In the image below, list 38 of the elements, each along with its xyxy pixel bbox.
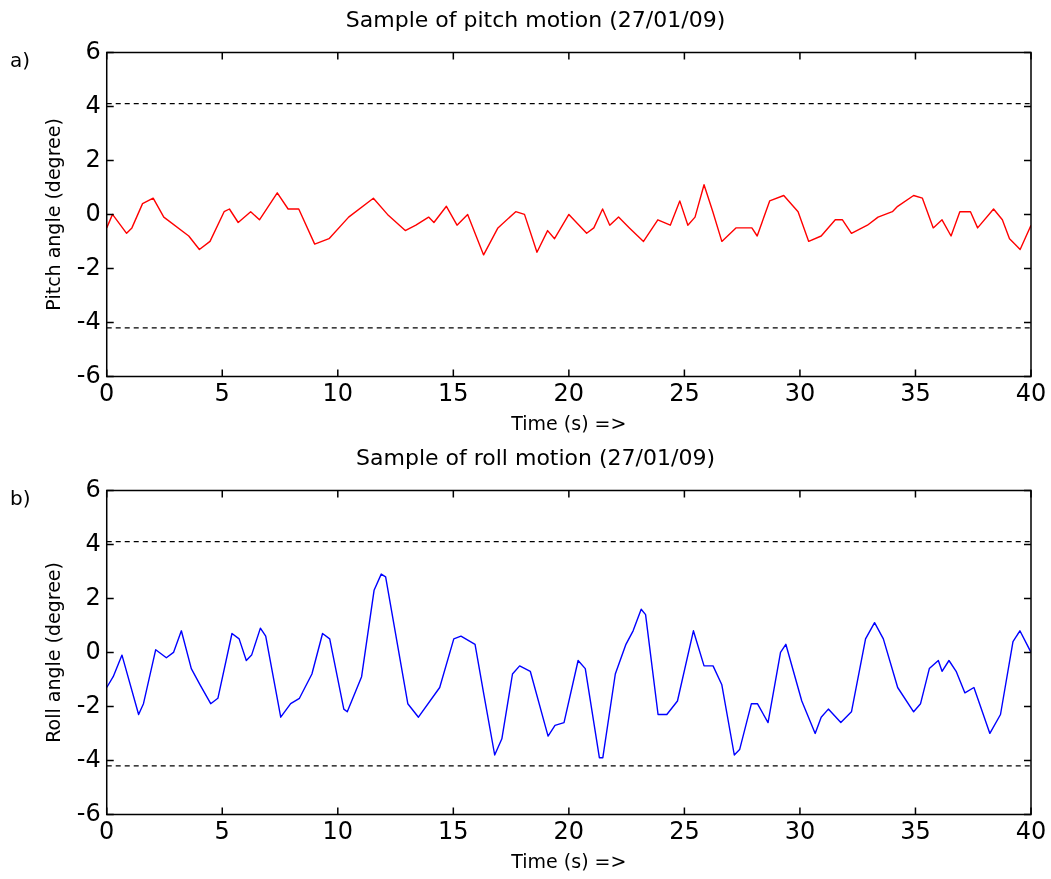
x-tick-label: 40 (1015, 379, 1047, 408)
y-tick-label: 0 (85, 198, 101, 227)
y-tick-label: 6 (85, 474, 101, 503)
x-tick-label: 40 (1015, 817, 1047, 846)
x-tick-label: 10 (322, 817, 354, 846)
y-tick-label: -4 (76, 306, 101, 335)
x-tick-label: 25 (669, 379, 700, 408)
y-tick-label: 0 (85, 636, 101, 665)
x-tick-label: 35 (900, 817, 931, 846)
y-tick-label: 2 (85, 582, 101, 611)
x-tick-label: 30 (784, 817, 816, 846)
y-axis-title: Roll angle (degree) (42, 562, 65, 743)
x-tick-label: 15 (438, 817, 469, 846)
chart-title: Sample of pitch motion (27/01/09) (345, 6, 726, 32)
y-tick-label: -6 (76, 360, 101, 389)
x-tick-label: 35 (900, 379, 931, 408)
chart-title: Sample of roll motion (27/01/09) (356, 444, 715, 470)
y-tick-label: -4 (76, 744, 101, 773)
y-tick-label: -6 (76, 798, 101, 827)
text: a) (10, 48, 31, 73)
y-tick-label: 4 (85, 90, 101, 119)
x-tick-label: 5 (214, 379, 230, 408)
x-tick-label: 20 (553, 817, 585, 846)
y-tick-label: -2 (76, 252, 101, 281)
y-tick-label: 4 (85, 528, 101, 557)
x-tick-label: 15 (438, 379, 469, 408)
x-tick-label: 5 (214, 817, 230, 846)
y-tick-label: -2 (76, 690, 101, 719)
y-tick-label: 6 (85, 36, 101, 65)
text: b) (10, 486, 31, 511)
x-tick-label: 25 (669, 817, 700, 846)
x-tick-label: 10 (322, 379, 354, 408)
x-axis-title: Time (s) => (510, 411, 627, 434)
y-tick-label: 2 (85, 144, 101, 173)
x-tick-label: 30 (784, 379, 816, 408)
x-axis-title: Time (s) => (510, 849, 627, 872)
x-tick-label: 20 (553, 379, 585, 408)
y-axis-title: Pitch angle (degree) (42, 118, 65, 311)
